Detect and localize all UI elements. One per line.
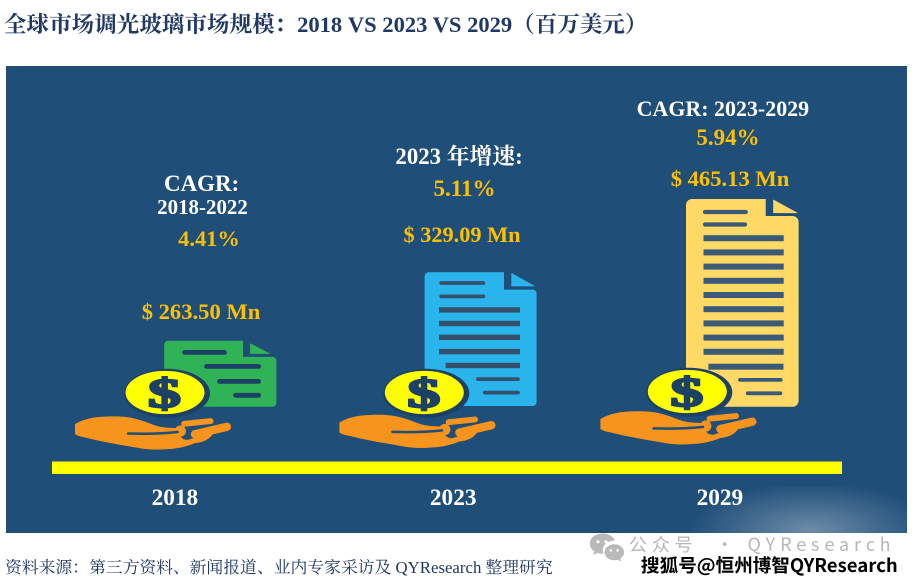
svg-text:$: $: [148, 371, 181, 416]
svg-text:$: $: [407, 371, 440, 416]
svg-text:$: $: [670, 370, 703, 415]
